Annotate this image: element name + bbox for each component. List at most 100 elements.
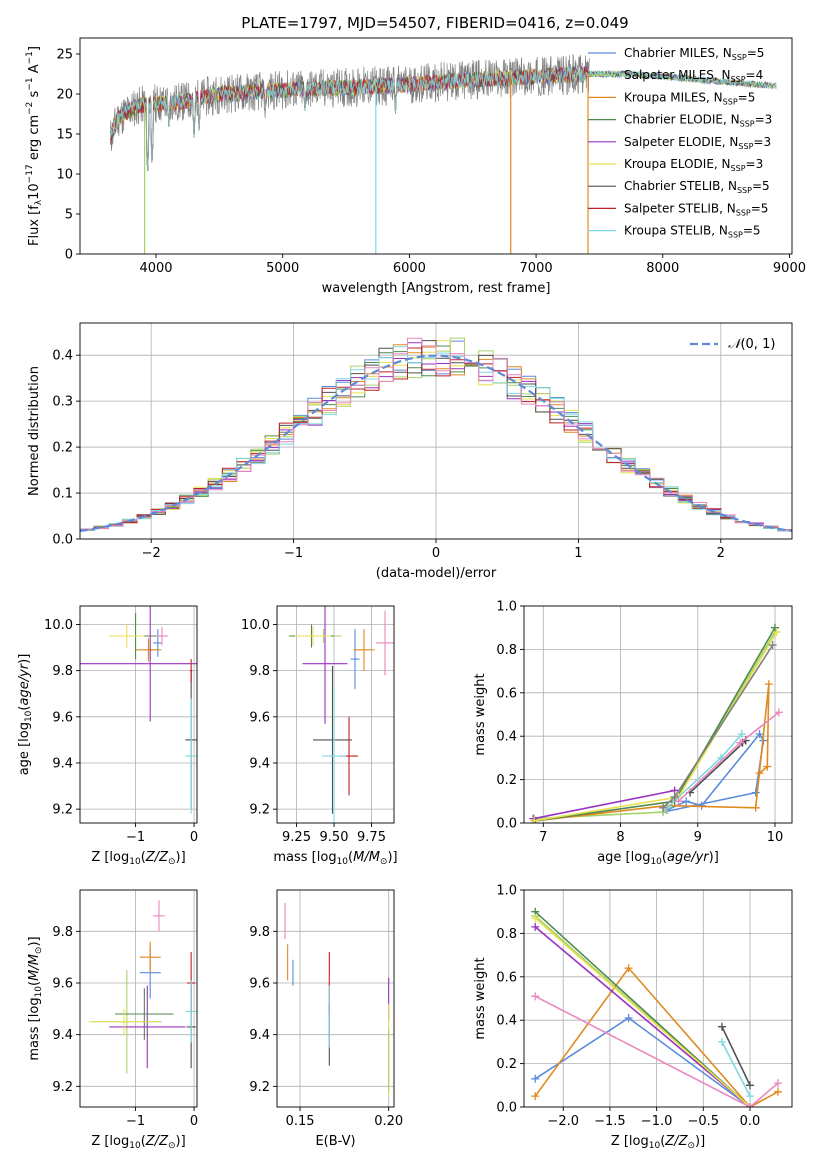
y-axis-label: mass [log10(M/M⊙)] (27, 936, 44, 1060)
data-point (185, 980, 197, 1043)
y-tick-label: 10.0 (44, 618, 73, 633)
x-tick-label: 2 (717, 546, 725, 561)
x-axis-label: Z [log10(Z/Z⊙)] (611, 1134, 705, 1151)
data-point (313, 666, 352, 814)
y-tick-label: 9.2 (249, 803, 270, 818)
x-tick-label: 9.50 (320, 830, 349, 845)
y-tick-label: 0.2 (496, 1057, 517, 1072)
y-tick-label: 0.2 (52, 441, 73, 456)
x-tick-label: −1 (126, 830, 145, 845)
axes: −1 0 9.2 9.4 9.6 9.8 Z [log10(Z/Z⊙)] mass [log1… (27, 889, 198, 1151)
axes: −1 0 9.2 9.4 9.6 9.8 10.0 Z [log10(Z/Z⊙)] age [l… (17, 605, 198, 867)
data-point (115, 988, 174, 1040)
y-axis-label: mass weight (473, 673, 488, 755)
weight-marker (624, 1014, 633, 1023)
data-point (189, 659, 193, 683)
data-point (109, 985, 186, 1069)
weight-marker (772, 628, 781, 637)
weight-line (535, 627, 776, 822)
weight-marker (531, 922, 540, 931)
x-tick-label: 5000 (266, 261, 299, 276)
x-tick-label: 7 (539, 830, 547, 845)
axes: 9.25 9.50 9.75 9.2 9.4 9.6 9.8 10.0 mass [log10(… (241, 605, 398, 867)
y-tick-label: 0.6 (496, 970, 517, 985)
weight-marker (751, 803, 760, 812)
legend: Chabrier MILES, NSSP=5 Salpeter MILES, NS… (588, 46, 772, 240)
data-point (139, 941, 161, 973)
weight-marker (773, 1079, 782, 1088)
y-tick-label: 0.4 (496, 730, 517, 745)
x-tick-label: 9 (694, 830, 702, 845)
weight-marker (670, 792, 679, 801)
x-axis-label: mass [log10(M/M⊙)] (273, 850, 397, 867)
panel-mass-vs-Z: −1 0 9.2 9.4 9.6 9.8 Z [log10(Z/Z⊙)] mass [log1… (27, 889, 198, 1151)
y-tick-label: 0.3 (52, 395, 73, 410)
data-point (153, 629, 163, 657)
axes: 7 8 9 10 0.0 0.2 0.4 0.6 0.8 1.0 age [log10(age/yr… (473, 600, 793, 867)
weight-marker (771, 623, 780, 632)
x-tick-label: −1.0 (641, 1114, 673, 1129)
x-tick-label: 9000 (773, 261, 806, 276)
legend-label: Kroupa ELODIE, NSSP=3 (624, 157, 763, 173)
weight-marker (773, 1087, 782, 1096)
x-tick-label: −1.5 (594, 1114, 626, 1129)
weight-line (721, 1041, 751, 1097)
axes: −2 −1 0 1 2 0.0 0.1 0.2 0.3 0.4 𝒩(0, 1) (data-model… (27, 322, 793, 581)
y-tick-label: 9.6 (249, 710, 270, 725)
data-point (322, 686, 346, 823)
y-tick-label: 1.0 (496, 884, 517, 899)
axes-frame (79, 889, 198, 1108)
weight-line (533, 789, 675, 820)
y-tick-label: 9.8 (249, 664, 270, 679)
plot-area (531, 907, 782, 1107)
y-tick-label: 9.8 (52, 664, 73, 679)
data-point (135, 638, 162, 662)
weight-line (533, 631, 778, 822)
y-tick-label: 1.0 (496, 600, 517, 615)
x-tick-label: −0.5 (688, 1114, 720, 1129)
weight-marker (736, 738, 745, 747)
panel-spectrum: 4000 5000 6000 7000 8000 9000 0 5 10 15 20 25 Chabri… (25, 37, 806, 296)
legend-label: Kroupa STELIB, NSSP=5 (624, 224, 761, 240)
weight-marker (717, 1037, 726, 1046)
x-axis-label: Z [log10(Z/Z⊙)] (91, 1134, 185, 1151)
weight-marker (530, 816, 539, 823)
y-tick-label: 9.4 (249, 756, 270, 771)
legend-label: Salpeter ELODIE, NSSP=3 (624, 135, 771, 151)
x-tick-label: 8000 (646, 261, 679, 276)
panel-residuals: −2 −1 0 1 2 0.0 0.1 0.2 0.3 0.4 𝒩(0, 1) (data-model… (27, 322, 793, 581)
weight-line (534, 1017, 751, 1107)
y-tick-label: 9.4 (249, 1028, 270, 1043)
legend-label: Salpeter STELIB, NSSP=5 (624, 201, 768, 217)
x-tick-label: 1 (574, 546, 582, 561)
figure-title: PLATE=1797, MJD=54507, FIBERID=0416, z=0… (241, 14, 628, 32)
panel-weight-vs-Z: −2.0 −1.5 −1.0 −0.5 0.0 0.0 0.2 0.4 0.6 0.8 1.0 Z [… (473, 884, 793, 1151)
axes-frame (79, 605, 198, 824)
weight-marker (531, 914, 540, 923)
panel-mass-vs-ebv: 0.15 0.20 9.2 9.4 9.6 9.8 E(B-V) (249, 889, 403, 1149)
y-tick-label: 9.8 (249, 925, 270, 940)
weight-marker (751, 788, 760, 797)
model-spectrum (110, 65, 777, 171)
data-point (109, 624, 145, 648)
x-tick-label: −2 (142, 546, 161, 561)
weight-marker (755, 730, 764, 739)
y-axis-label: age [log10(age/yr)] (17, 654, 34, 776)
x-tick-label: −1 (126, 1114, 145, 1129)
y-tick-label: 25 (56, 48, 73, 63)
y-tick-label: 0.0 (52, 533, 73, 548)
x-tick-label: 0 (190, 1114, 198, 1129)
x-axis-label: (data-model)/error (376, 566, 497, 581)
plot-area (284, 902, 390, 1097)
y-tick-label: 0.0 (496, 1101, 517, 1116)
data-point (295, 626, 331, 646)
weight-marker (624, 964, 633, 973)
weight-marker (659, 803, 668, 812)
data-spectrum (110, 54, 590, 171)
legend-label: Salpeter MILES, NSSP=4 (624, 68, 763, 84)
x-axis-label: wavelength [Angstrom, rest frame] (322, 281, 551, 296)
model-spectrum (110, 66, 777, 171)
y-tick-label: 0.4 (52, 349, 73, 364)
